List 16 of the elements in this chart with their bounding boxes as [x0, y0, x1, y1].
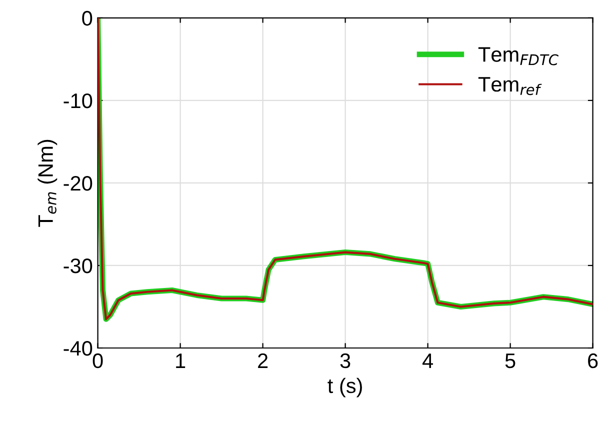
legend-label: Tem$_{FDTC}$: [478, 47, 558, 66]
y-tick-label: -30: [64, 258, 92, 274]
y-tick-label: 0: [82, 10, 92, 26]
y-tick-label: -20: [64, 176, 92, 191]
x-tick-label: 3: [340, 353, 350, 368]
y-tick-label: -40: [64, 341, 92, 356]
x-tick-label: 1: [176, 354, 186, 368]
x-tick-label: 4: [422, 354, 433, 368]
x-tick-label: 5: [505, 354, 516, 368]
x-axis-title: t (s): [328, 378, 362, 398]
x-tick-label: 6: [588, 353, 598, 368]
y-tick-label: -10: [64, 93, 92, 108]
legend-label: Tem$_{ref}$: [478, 77, 542, 96]
y-axis-title: T$_{em}$ (Nm): [38, 140, 58, 227]
x-tick-label: 0: [92, 353, 103, 368]
x-tick-label: 2: [258, 353, 268, 368]
